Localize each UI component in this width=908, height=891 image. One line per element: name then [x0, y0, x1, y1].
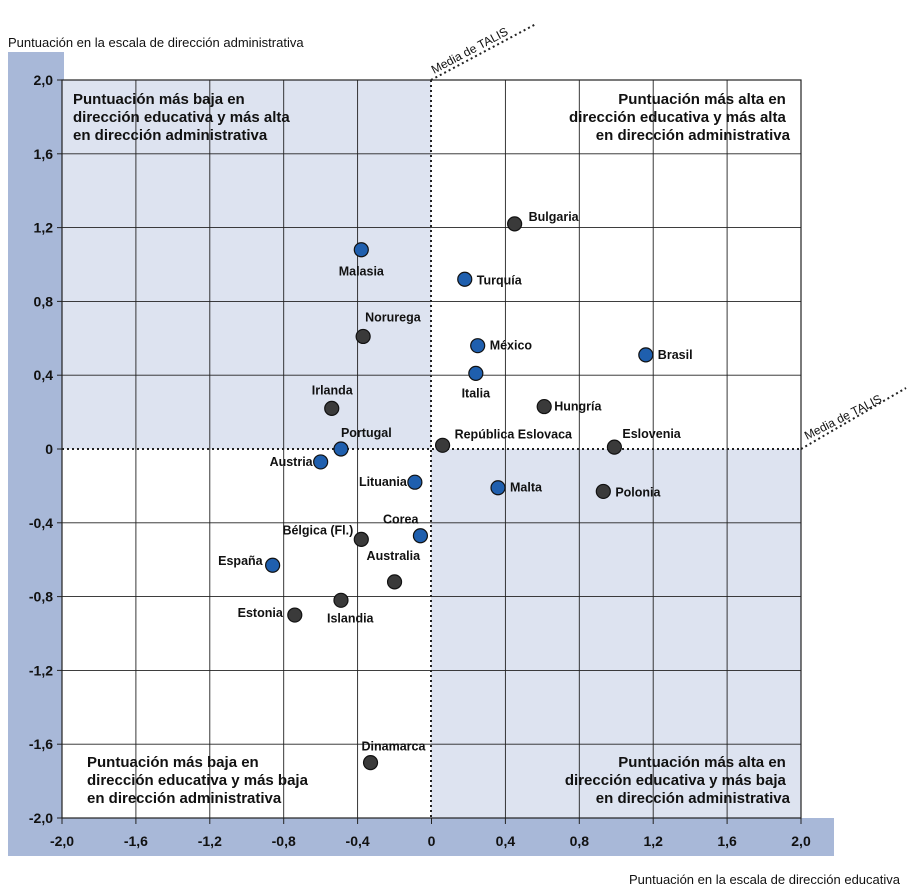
quadrant-top-right-line-1: Puntuación más alta en	[618, 91, 786, 108]
y-tick-label: 0	[45, 441, 53, 457]
x-axis-title: Puntuación en la escala de dirección edu…	[629, 872, 901, 887]
point-malta	[490, 480, 506, 496]
talis-mean-label-horizontal: Media de TALIS	[802, 392, 884, 443]
y-tick-label: -0,8	[29, 589, 53, 605]
quadrant-top-right-line-2: dirección educativa y más alta	[569, 109, 786, 126]
point-portugal	[333, 441, 349, 457]
x-tick-label: -2,0	[50, 833, 74, 849]
point-label-italia: Italia	[462, 386, 492, 400]
point-label-corea: Corea	[383, 513, 419, 527]
quadrant-top-left-shade	[62, 80, 431, 449]
point-belgica-fl	[353, 531, 369, 548]
y-tick-label: 0,8	[34, 293, 54, 309]
quadrant-top-left-line-3: en dirección administrativa	[73, 127, 268, 144]
quadrant-label-bottom-left: Puntuación más baja en dirección educati…	[87, 754, 312, 807]
point-label-malta: Malta	[510, 481, 543, 495]
point-norurega	[355, 328, 371, 345]
point-label-islandia: Islandia	[327, 611, 375, 625]
x-tick-label: -0,8	[272, 833, 296, 849]
x-tick-label: -1,2	[198, 833, 222, 849]
x-tick-label: 0,4	[496, 833, 516, 849]
point-polonia	[595, 483, 611, 500]
x-tick-label: 1,6	[717, 833, 737, 849]
quadrant-bottom-right-line-2: dirección educativa y más baja	[565, 772, 787, 789]
y-tick-label: 2,0	[34, 72, 54, 88]
x-tick-label: 0	[428, 833, 436, 849]
quadrant-bottom-left-line-2: dirección educativa y más baja	[87, 772, 309, 789]
point-italia	[468, 365, 484, 381]
point-estonia	[287, 607, 303, 623]
y-axis-band	[8, 52, 64, 822]
point-label-belgica-fl: Bélgica (Fl.)	[282, 523, 353, 537]
x-tick-label: 2,0	[791, 833, 811, 849]
point-australia	[386, 574, 403, 590]
talis-mean-vertical-extension	[430, 23, 537, 81]
quadrant-bottom-right-line-1: Puntuación más alta en	[618, 754, 786, 771]
point-label-hungria: Hungría	[554, 400, 602, 414]
point-label-estonia: Estonia	[238, 606, 284, 620]
x-tick-label: -1,6	[124, 833, 148, 849]
y-tick-label: -1,6	[29, 736, 53, 752]
point-lituania	[407, 474, 423, 490]
talis-mean-label-vertical: Media de TALIS	[429, 24, 511, 76]
x-axis-band	[8, 818, 834, 856]
point-mexico	[470, 338, 486, 354]
quadrant-bottom-left-line-1: Puntuación más baja en	[87, 754, 259, 771]
y-tick-label: 0,4	[34, 367, 54, 383]
talis-mean-horizontal-extension	[800, 387, 907, 450]
x-tick-label: -0,4	[346, 833, 370, 849]
point-espana	[265, 557, 281, 573]
y-tick-label: 1,2	[34, 220, 54, 236]
point-corea	[412, 528, 429, 544]
point-brasil	[638, 347, 654, 363]
quadrant-top-left-line-1: Puntuación más baja en	[73, 91, 245, 108]
y-axis-title: Puntuación en la escala de dirección adm…	[8, 35, 304, 50]
point-label-malasia: Malasia	[339, 265, 385, 279]
y-tick-label: -1,2	[29, 662, 53, 678]
point-turquia	[457, 271, 473, 287]
point-islandia	[333, 592, 349, 608]
point-label-polonia: Polonia	[615, 485, 661, 499]
quadrant-label-top-right: Puntuación más alta en dirección educati…	[569, 91, 791, 144]
point-label-portugal: Portugal	[341, 426, 392, 440]
point-label-lituania: Lituania	[359, 475, 408, 489]
point-label-republica-eslovaca: República Eslovaca	[455, 427, 573, 441]
point-label-dinamarca: Dinamarca	[362, 740, 427, 754]
point-label-norurega: Norurega	[365, 310, 422, 324]
point-label-mexico: México	[490, 339, 533, 353]
point-bulgaria	[507, 216, 523, 232]
quadrant-label-bottom-right: Puntuación más alta en dirección educati…	[565, 754, 791, 807]
point-hungria	[536, 398, 552, 415]
point-irlanda	[324, 400, 340, 417]
y-tick-label: 1,6	[34, 146, 54, 162]
data-points: Bulgaria Malasia Turquía Norurega México Bras…	[218, 210, 693, 771]
x-tick-label: 0,8	[570, 833, 590, 849]
y-tick-label: -0,4	[29, 515, 53, 531]
point-label-brasil: Brasil	[658, 348, 693, 362]
quadrant-bottom-right-line-3: en dirección administrativa	[596, 790, 791, 807]
point-label-austria: Austria	[270, 455, 314, 469]
point-malasia	[353, 242, 369, 258]
quadrant-label-top-left: Puntuación más baja en dirección educati…	[73, 91, 294, 144]
quadrant-top-left-line-2: dirección educativa y más alta	[73, 109, 290, 126]
point-label-espana: España	[218, 554, 264, 568]
point-label-turquia: Turquía	[477, 273, 523, 287]
point-eslovenia	[606, 439, 623, 455]
grid-lines	[62, 80, 801, 818]
point-label-irlanda: Irlanda	[312, 383, 354, 397]
point-dinamarca	[362, 755, 379, 771]
quadrant-top-right-line-3: en dirección administrativa	[596, 127, 791, 144]
point-label-bulgaria: Bulgaria	[529, 210, 580, 224]
x-tick-label: 1,2	[643, 833, 663, 849]
point-label-eslovenia: Eslovenia	[622, 427, 681, 441]
y-tick-label: -2,0	[29, 810, 53, 826]
point-label-australia: Australia	[367, 549, 422, 563]
point-austria	[313, 454, 329, 470]
quadrant-bottom-right-shade	[431, 449, 801, 818]
quadrant-bottom-left-line-3: en dirección administrativa	[87, 790, 282, 807]
point-republica-eslovaca	[434, 437, 451, 453]
